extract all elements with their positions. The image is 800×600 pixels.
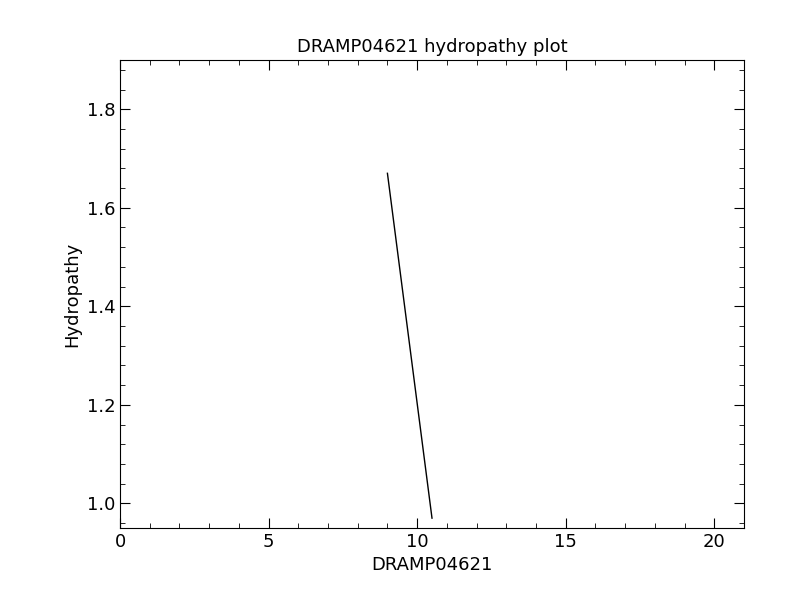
Title: DRAMP04621 hydropathy plot: DRAMP04621 hydropathy plot <box>297 38 567 56</box>
X-axis label: DRAMP04621: DRAMP04621 <box>371 556 493 574</box>
Y-axis label: Hydropathy: Hydropathy <box>63 241 81 347</box>
